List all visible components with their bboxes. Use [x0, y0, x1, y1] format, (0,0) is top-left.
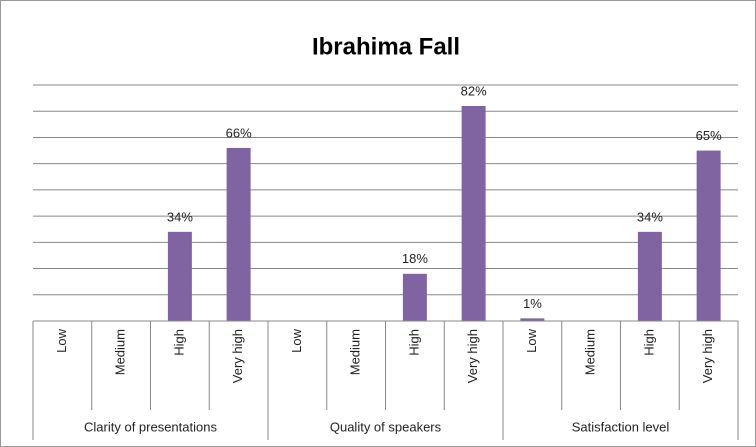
x-tick-label: Medium	[113, 329, 128, 375]
group-label: Satisfaction level	[572, 419, 670, 434]
x-tick-label: Very high	[700, 329, 715, 383]
x-tick-label: High	[406, 329, 421, 356]
data-label: 66%	[226, 125, 252, 140]
data-label: 1%	[523, 296, 542, 311]
bar	[696, 150, 721, 321]
x-tick-label: Low	[289, 328, 304, 352]
x-tick-label: Low	[524, 328, 539, 352]
bar	[461, 105, 486, 321]
x-tick-label: Medium	[583, 329, 598, 375]
data-label: 18%	[402, 251, 428, 266]
bar	[402, 273, 427, 321]
x-tick-label: Very high	[230, 329, 245, 383]
x-tick-label: High	[171, 329, 186, 356]
chart-title: Ibrahima Fall	[312, 33, 460, 60]
data-label: 34%	[637, 209, 663, 224]
group-label: Quality of speakers	[330, 419, 442, 434]
data-label: 34%	[167, 209, 193, 224]
bar	[520, 318, 545, 321]
group-label: Clarity of presentations	[84, 419, 217, 434]
bar	[167, 231, 192, 321]
bar	[637, 231, 662, 321]
x-tick-label: Very high	[465, 329, 480, 383]
x-tick-label: Low	[54, 328, 69, 352]
data-label: 82%	[461, 83, 487, 98]
bar	[226, 147, 251, 321]
x-tick-label: High	[641, 329, 656, 356]
data-label: 65%	[696, 128, 722, 143]
x-tick-label: Medium	[348, 329, 363, 375]
